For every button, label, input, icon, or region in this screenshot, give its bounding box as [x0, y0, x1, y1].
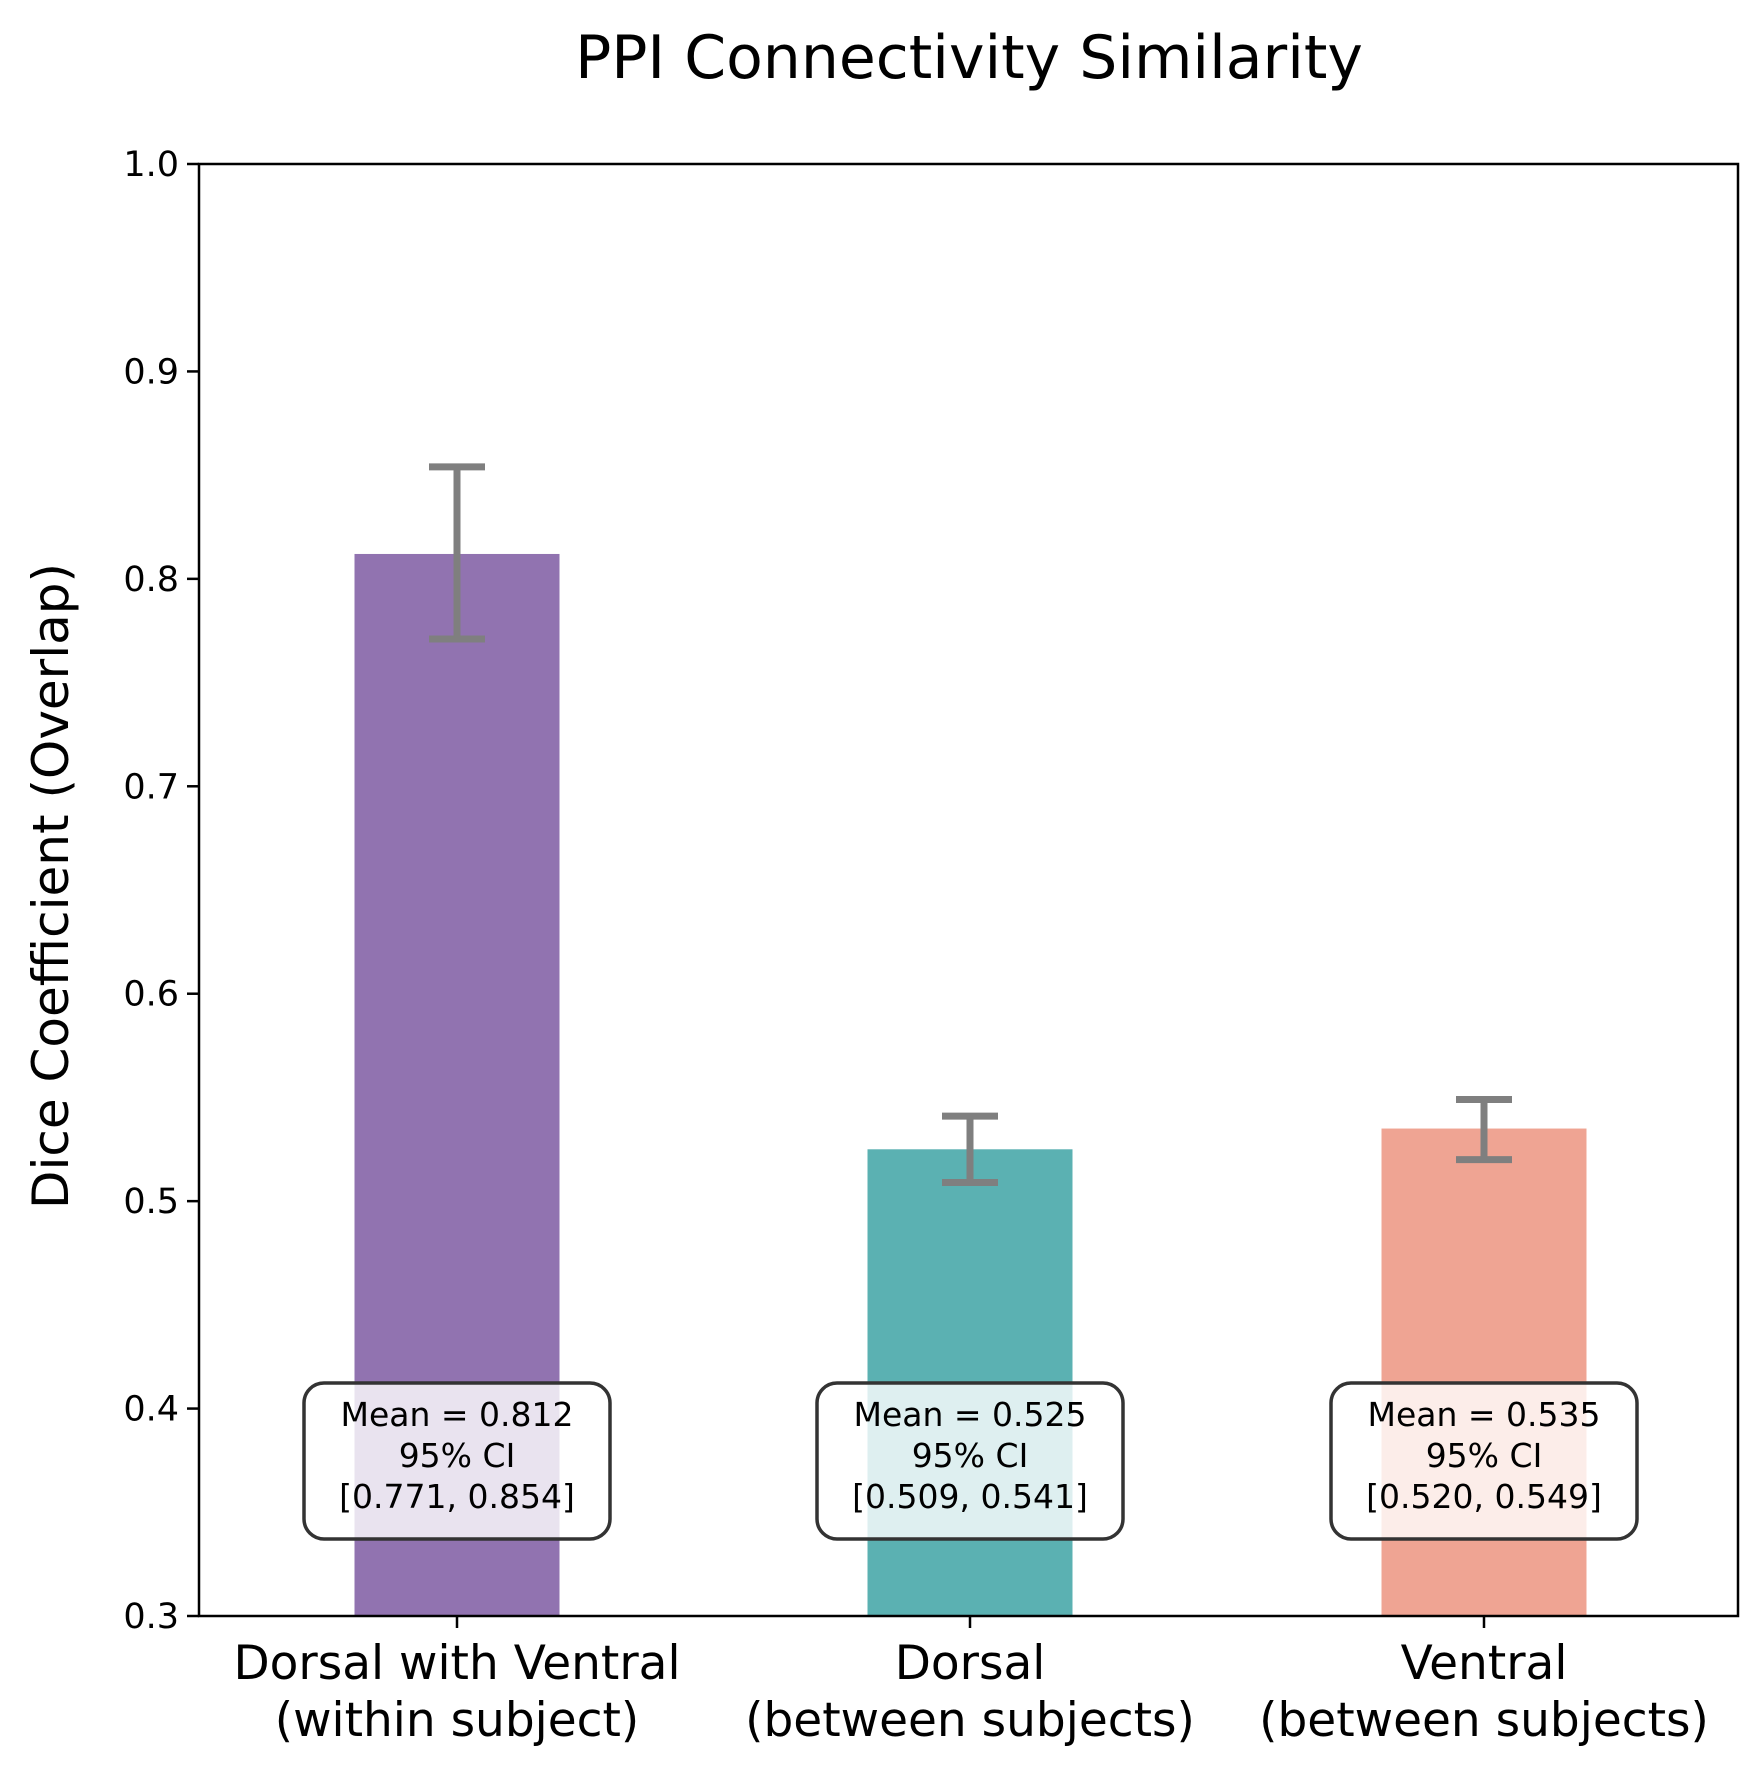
annotation-line: 95% CI [399, 1436, 516, 1475]
annotation-line: Mean = 0.812 [340, 1395, 573, 1434]
annotation-line: Mean = 0.535 [1367, 1395, 1600, 1434]
annotation-line: [0.520, 0.549] [1366, 1477, 1602, 1516]
x-tick-label: (between subjects) [745, 1693, 1195, 1748]
x-tick-label: Ventral [1401, 1636, 1568, 1691]
annotation-line: Mean = 0.525 [853, 1395, 1086, 1434]
y-tick-label: 0.7 [123, 767, 179, 807]
y-tick-label: 0.9 [123, 352, 179, 392]
error-bar-3 [1456, 1096, 1512, 1164]
x-tick-label: Dorsal [895, 1636, 1046, 1691]
x-tick-label: (within subject) [275, 1693, 640, 1748]
bar-3 [1381, 1128, 1587, 1616]
error-bar-2 [942, 1112, 998, 1186]
y-tick-label: 0.8 [123, 560, 179, 600]
y-axis-label: Dice Coefficient (Overlap) [22, 563, 80, 1209]
plot-frame [197, 162, 1740, 1618]
annotation-line: 95% CI [1426, 1436, 1543, 1475]
x-tick-label: Dorsal with Ventral [233, 1636, 680, 1691]
y-tick-label: 0.6 [123, 975, 179, 1015]
y-tick-label: 0.5 [123, 1182, 179, 1222]
annotation-frame [1329, 1381, 1639, 1541]
error-bar-1 [429, 463, 485, 643]
y-tick-label: 0.3 [123, 1597, 179, 1637]
annotation-line: [0.509, 0.541] [852, 1477, 1088, 1516]
annotation-frame [302, 1381, 612, 1541]
annotation-line: 95% CI [912, 1436, 1029, 1475]
x-tick-label: (between subjects) [1259, 1693, 1709, 1748]
y-tick-label: 1.0 [123, 145, 179, 185]
chart-title: PPI Connectivity Similarity [575, 23, 1363, 93]
annotation-frame [815, 1381, 1125, 1541]
annotation-line: [0.771, 0.854] [339, 1477, 575, 1516]
y-tick-label: 0.4 [123, 1390, 179, 1430]
